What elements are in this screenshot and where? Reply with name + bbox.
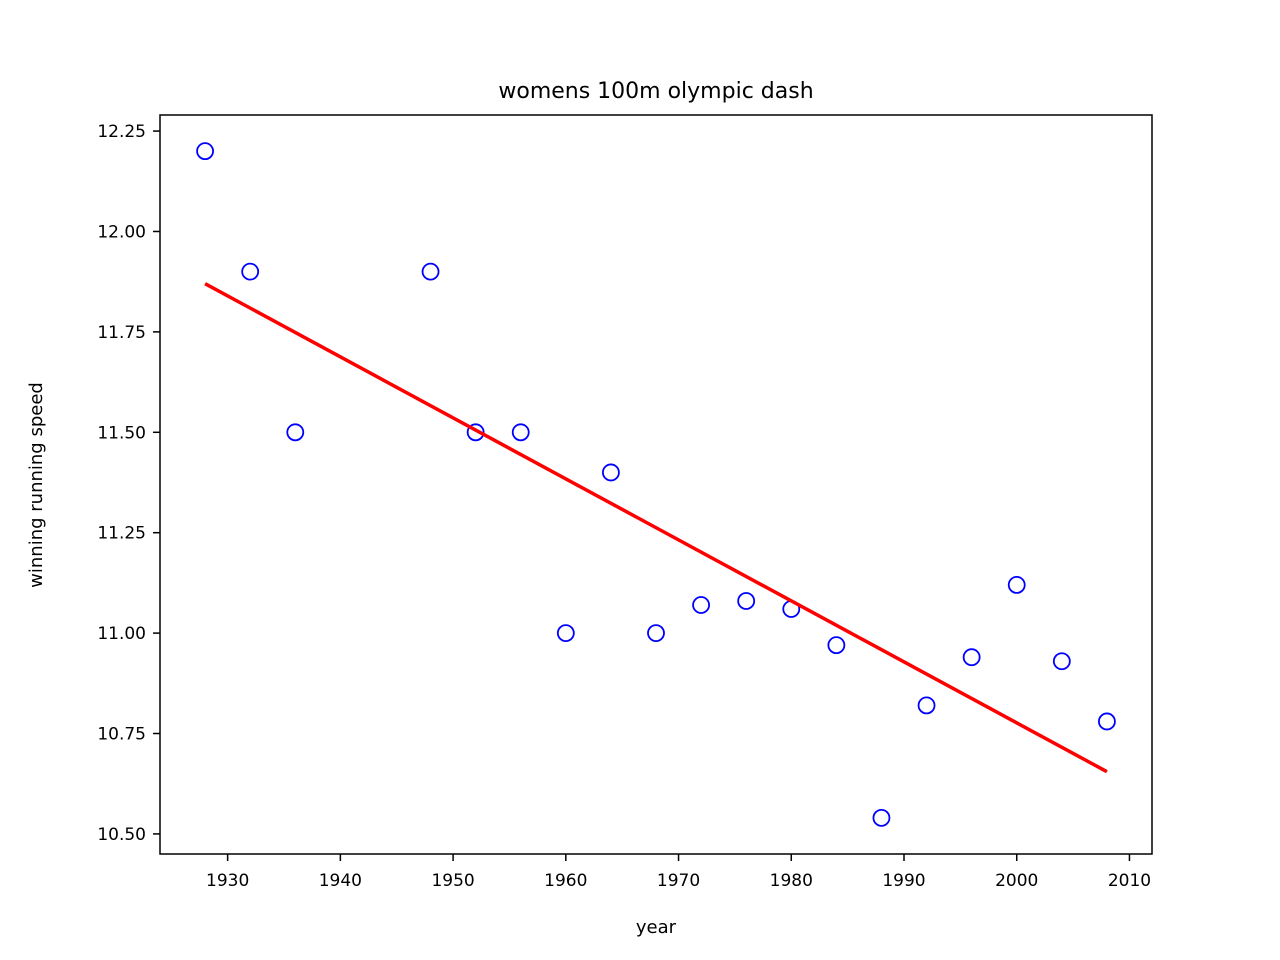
y-tick-label: 10.75	[97, 725, 146, 745]
x-tick-label: 1960	[544, 871, 587, 891]
data-point	[692, 596, 710, 614]
data-point	[872, 808, 891, 827]
x-tick-label: 1980	[770, 871, 813, 891]
chart-title: womens 100m olympic dash	[498, 79, 813, 104]
x-tick-label: 1940	[319, 871, 362, 891]
data-point	[1098, 712, 1116, 731]
y-axis: 10.50 10.75 11.00 11.25 11.50 11.75 12.00 12.25	[97, 122, 160, 845]
data-point	[511, 423, 530, 442]
y-tick-label: 11.00	[97, 624, 146, 644]
data-point	[917, 696, 936, 715]
data-point	[1052, 652, 1071, 671]
data-point	[827, 636, 846, 655]
data-point	[196, 142, 214, 161]
y-tick-label: 12.25	[97, 122, 146, 142]
y-tick-label: 11.75	[97, 323, 146, 343]
y-tick-label: 11.25	[97, 524, 146, 544]
x-axis-label: year	[636, 917, 677, 938]
data-point	[466, 423, 485, 442]
data-point	[286, 423, 305, 442]
data-point	[556, 624, 575, 643]
data-point	[962, 648, 981, 667]
x-tick-label: 1950	[431, 871, 474, 891]
y-tick-label: 10.50	[97, 825, 146, 845]
x-tick-label: 1930	[206, 871, 249, 891]
plot-area	[196, 142, 1116, 827]
y-axis-label: winning running speed	[26, 382, 47, 588]
trend-line	[204, 282, 1108, 774]
x-tick-label: 1990	[882, 871, 925, 891]
data-point	[647, 624, 665, 643]
y-tick-label: 12.00	[97, 222, 146, 242]
plot-frame	[159, 114, 1153, 855]
x-tick-label: 2010	[1108, 871, 1151, 891]
data-point	[602, 463, 620, 482]
data-point	[1007, 576, 1026, 594]
x-tick-label: 2000	[995, 871, 1038, 891]
data-point	[241, 262, 260, 281]
x-tick-label: 1970	[657, 871, 700, 891]
data-point	[737, 592, 756, 610]
y-tick-label: 11.50	[97, 423, 146, 443]
x-axis: 1930 1940 1950 1960 1970 1980 1990 2000 2010	[206, 854, 1151, 891]
data-point	[421, 262, 440, 281]
